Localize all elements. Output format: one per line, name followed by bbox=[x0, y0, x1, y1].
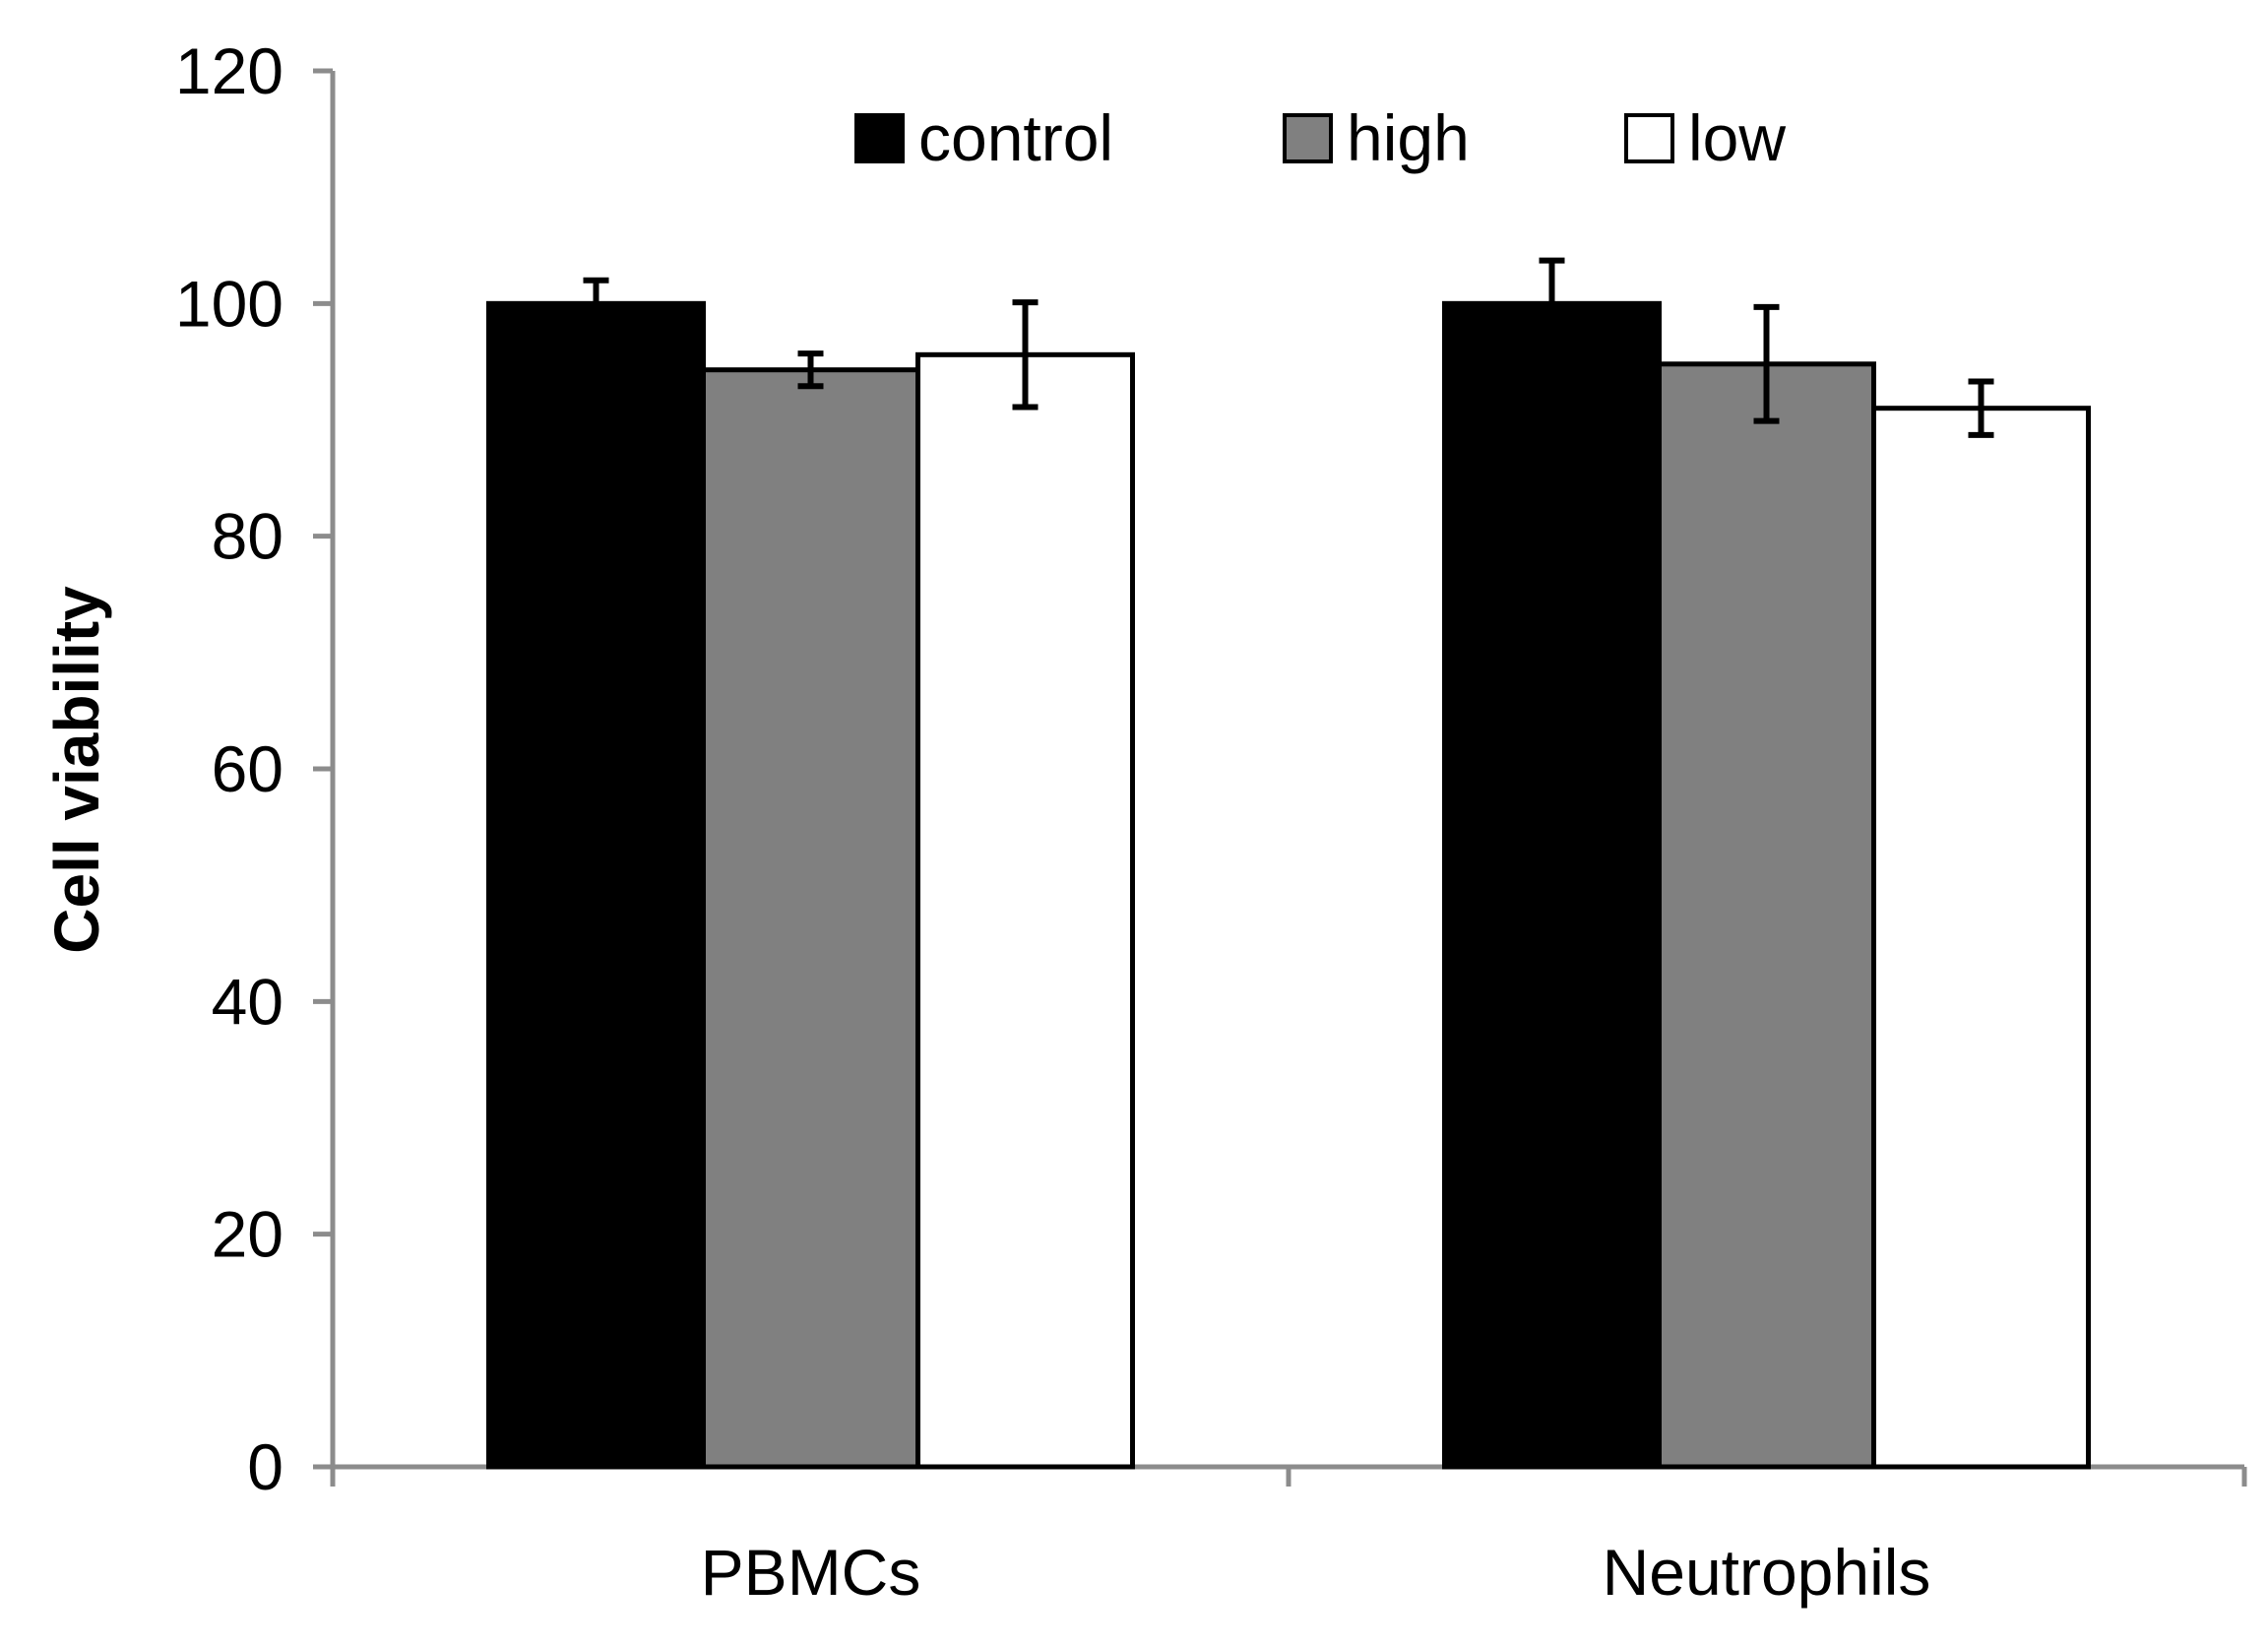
bar-low-neutrophils bbox=[1871, 406, 2091, 1470]
legend-label-low: low bbox=[1688, 101, 1786, 174]
legend-label-control: control bbox=[918, 101, 1113, 174]
x-category-label: PBMCs bbox=[701, 1536, 921, 1609]
legend-swatch-control bbox=[854, 113, 905, 163]
error-bars bbox=[583, 257, 1994, 438]
legend-label-high: high bbox=[1347, 101, 1470, 174]
bar-control-neutrophils bbox=[1442, 300, 1662, 1470]
y-tick-label: 120 bbox=[175, 34, 284, 107]
legend: control high low bbox=[854, 101, 1786, 174]
y-tick-label: 80 bbox=[212, 500, 284, 573]
bar-control-pbmcs bbox=[486, 300, 706, 1470]
y-tick-label: 0 bbox=[247, 1430, 284, 1503]
y-tick-label: 100 bbox=[175, 267, 284, 340]
bars bbox=[486, 300, 2091, 1470]
y-axis-label: Cell viability bbox=[41, 586, 112, 954]
bar-high-pbmcs bbox=[701, 367, 920, 1470]
x-axis-ticks: PBMCs Neutrophils bbox=[330, 1467, 2247, 1609]
x-category-label: Neutrophils bbox=[1603, 1536, 1931, 1609]
y-axis-ticks: 0 20 40 60 80 100 120 bbox=[175, 34, 333, 1503]
bar-high-neutrophils bbox=[1657, 361, 1876, 1470]
legend-swatch-low bbox=[1624, 113, 1674, 163]
legend-swatch-high bbox=[1283, 113, 1333, 163]
bar-low-pbmcs bbox=[915, 351, 1135, 1470]
y-tick-label: 20 bbox=[212, 1198, 284, 1271]
y-tick-label: 60 bbox=[212, 732, 284, 805]
y-tick-label: 40 bbox=[212, 965, 284, 1038]
